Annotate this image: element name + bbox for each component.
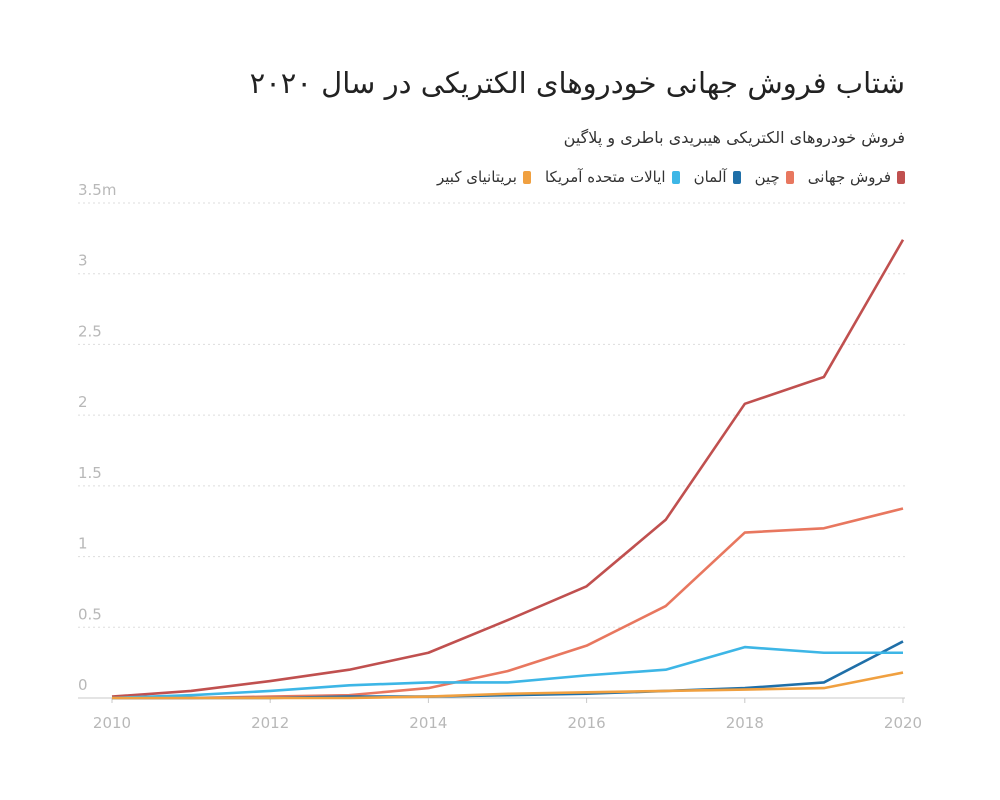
y-tick-label: 2.5 (78, 322, 102, 340)
series-line (111, 645, 903, 700)
series-line (112, 507, 904, 700)
legend-label: ایالات متحده آمریکا (544, 168, 666, 186)
y-tick-label: 0 (78, 676, 88, 694)
legend-label: فروش جهانی (807, 168, 891, 186)
legend-label: چین (754, 168, 780, 186)
y-tick-label: 0.5 (78, 605, 102, 623)
x-tick-label: 2018 (726, 714, 764, 732)
chart-subtitle: فروش خودروهای الکتریکی هیبریدی باطری و پ… (563, 128, 905, 147)
legend-label: بریتانیای کبیر (436, 168, 517, 186)
y-tick-label: 1.5 (78, 464, 102, 482)
legend-swatch (671, 170, 680, 184)
legend-swatch (785, 170, 794, 184)
legend-item: آلمان (694, 168, 741, 186)
legend-swatch (732, 170, 741, 184)
y-tick-label: 1 (78, 535, 88, 553)
x-tick-label: 2020 (884, 714, 922, 732)
series-line (112, 671, 904, 700)
y-tick-label: 2 (78, 393, 88, 411)
legend-swatch (522, 170, 531, 184)
chart-title: شتاب فروش جهانی خودروهای الکتریکی در سال… (249, 66, 905, 100)
legend-label: آلمان (693, 168, 727, 186)
x-tick-label: 2016 (568, 714, 606, 732)
legend: فروش جهانی چین آلمان ایالات متحده آمریکا بری… (437, 168, 905, 186)
legend-swatch (897, 170, 905, 184)
legend-item: ایالات متحده آمریکا (545, 168, 680, 186)
legend-item: بریتانیای کبیر (437, 168, 531, 186)
legend-item: فروش جهانی (808, 168, 905, 186)
x-tick-label: 2010 (93, 714, 131, 732)
x-tick-label: 2012 (251, 714, 289, 732)
y-tick-label: 3.5m (78, 181, 116, 199)
x-tick-label: 2014 (409, 714, 447, 732)
legend-item: چین (755, 168, 794, 186)
y-tick-label: 3 (78, 252, 88, 270)
series-line (111, 239, 905, 698)
